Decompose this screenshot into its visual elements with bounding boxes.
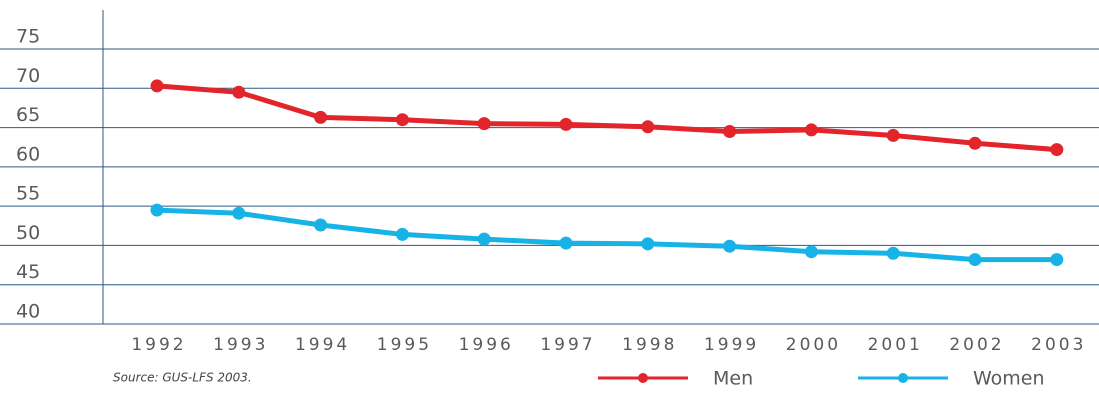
y-tick-label: 50	[16, 222, 40, 244]
series-line	[156, 207, 1057, 263]
series-line	[156, 83, 1057, 153]
x-tick-label: 1996	[459, 335, 514, 355]
data-point	[886, 128, 900, 142]
y-tick-label: 40	[16, 301, 40, 323]
data-point	[477, 117, 491, 131]
x-tick-label: 2000	[786, 335, 841, 355]
source-note: Source: GUS-LFS 2003.	[113, 371, 252, 385]
legend-marker	[638, 373, 648, 383]
x-tick-label: 1992	[131, 335, 186, 355]
data-point	[559, 117, 573, 131]
x-tick-label: 1994	[295, 335, 350, 355]
data-point	[150, 79, 164, 93]
y-tick-label: 70	[16, 65, 40, 87]
data-point	[232, 85, 246, 99]
data-point	[232, 206, 246, 220]
x-tick-label: 2003	[1031, 335, 1086, 355]
x-tick-label: 2002	[949, 335, 1004, 355]
y-tick-label: 60	[16, 143, 40, 165]
x-tick-label: 1999	[704, 335, 759, 355]
x-tick-label: 2001	[868, 335, 923, 355]
data-point	[723, 125, 737, 138]
data-point	[150, 203, 164, 217]
data-point	[314, 218, 328, 232]
legend-label: Women	[973, 368, 1045, 390]
data-point	[968, 136, 982, 150]
data-point	[641, 120, 655, 134]
x-tick-label: 1993	[213, 335, 268, 355]
y-tick-label: 75	[16, 26, 40, 48]
data-point	[886, 246, 900, 260]
data-point	[314, 110, 328, 124]
data-point	[395, 113, 409, 127]
x-tick-label: 1995	[377, 335, 432, 355]
y-tick-label: 55	[16, 183, 40, 205]
x-tick-label: 1997	[540, 335, 595, 355]
data-point	[1050, 253, 1064, 267]
data-point	[477, 232, 491, 246]
data-point	[804, 123, 818, 137]
data-point	[1050, 143, 1064, 157]
x-tick-label: 1998	[622, 335, 677, 355]
legend-label: Men	[713, 368, 753, 390]
data-point	[559, 236, 573, 250]
data-point	[395, 227, 409, 241]
data-point	[804, 245, 818, 259]
y-tick-label: 45	[16, 261, 40, 283]
y-tick-label: 65	[16, 104, 40, 126]
data-point	[723, 239, 737, 253]
data-point	[641, 237, 655, 251]
data-point	[968, 253, 982, 267]
legend-marker	[898, 373, 908, 383]
